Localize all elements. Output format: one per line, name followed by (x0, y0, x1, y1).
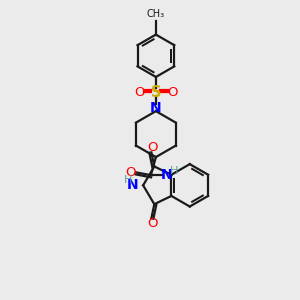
Text: O: O (148, 141, 158, 154)
Text: N: N (127, 178, 139, 192)
Text: O: O (134, 86, 144, 99)
Text: O: O (126, 166, 136, 179)
Text: H: H (170, 166, 178, 176)
Text: CH₃: CH₃ (147, 9, 165, 19)
Text: N: N (150, 100, 162, 115)
Text: O: O (167, 86, 178, 99)
Text: N: N (160, 168, 172, 182)
Text: H: H (124, 175, 133, 185)
Text: S: S (151, 85, 161, 100)
Text: O: O (148, 217, 158, 230)
